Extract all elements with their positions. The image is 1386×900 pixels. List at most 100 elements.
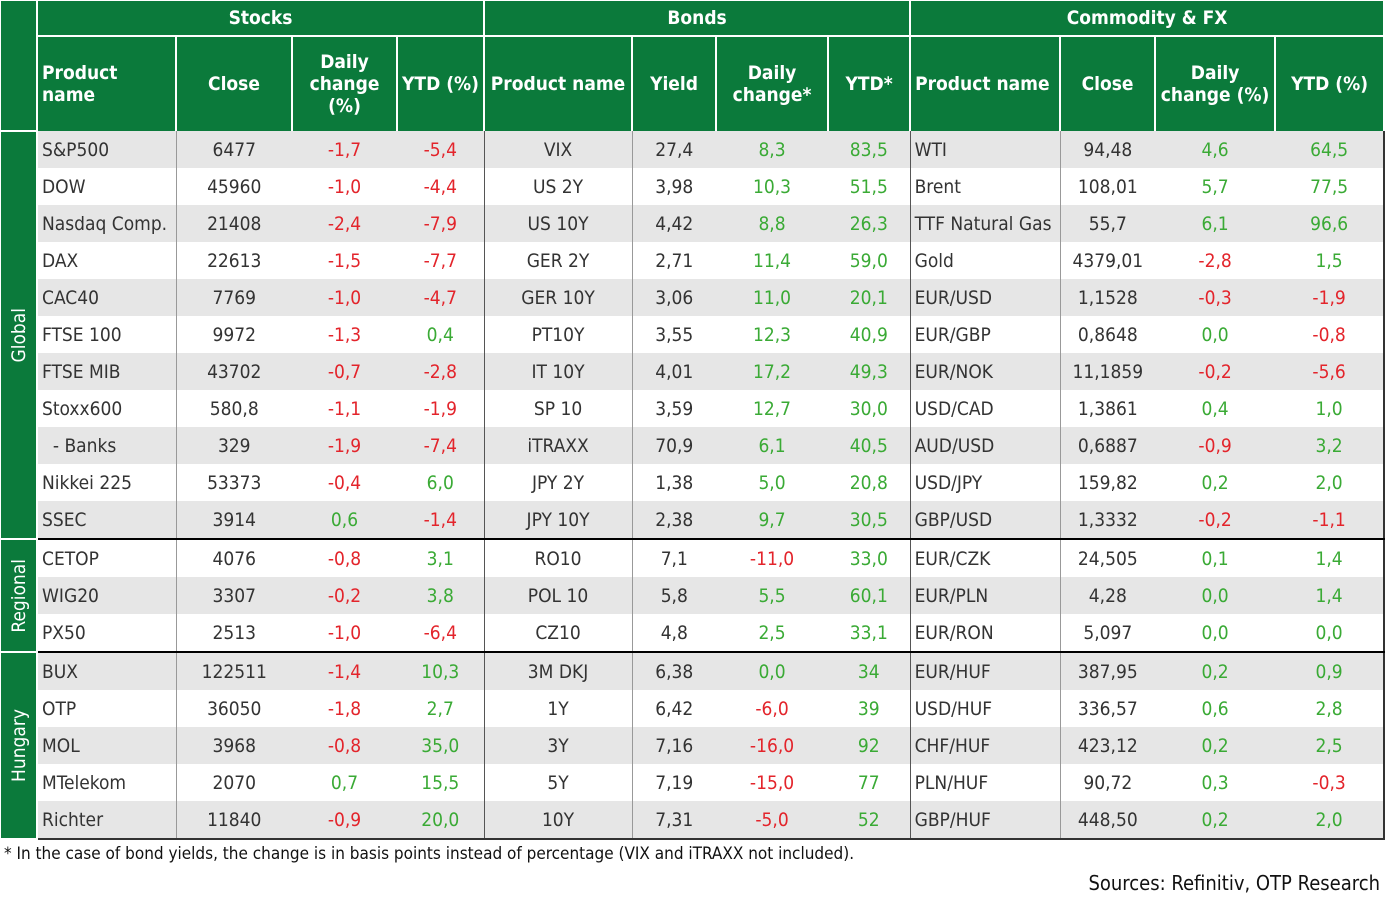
cell: FTSE MIB [37,353,177,390]
cell: -1,0 [327,175,362,198]
cell: 1,0 [1275,390,1385,427]
cell: FTSE 100 [37,316,177,353]
table-row: FTSE 100 9972 -1,3 0,4 PT10Y 3,55 12,3 40,9 EUR/… [1,316,1385,353]
cell: GER 10Y [484,279,633,316]
cell: -0,2 [292,577,397,614]
cell: -1,7 [292,131,397,168]
group-header: Commodity & FX [910,1,1386,37]
cell: 3Y [484,727,633,764]
cell: 45960 [207,175,262,198]
section-label-text: Regional [7,558,30,633]
table-row: DOW 45960 -1,0 -4,4 US 2Y 3,98 10,3 51,5 Brent 10… [1,168,1385,205]
table-row: PX50 2513 -1,0 -6,4 CZ10 4,8 2,5 33,1 EUR/RON 5,0… [1,614,1385,652]
cell: 0,0 [1275,614,1385,652]
column-header: Yield [632,36,718,131]
cell: USD/JPY [910,464,1061,501]
cell: 9972 [212,323,257,346]
section-label: Hungary [1,652,38,840]
cell: -0,4 [327,471,362,494]
cell: 35,0 [397,727,485,764]
cell: -7,7 [397,242,485,279]
column-header: Daily change (%) [292,36,398,131]
cell: 387,95 [1060,651,1156,690]
cell: 0,0 [1155,577,1276,614]
cell: 0,4 [397,316,485,353]
column-header: YTD (%) [1275,36,1386,131]
market-table: Stocks Bonds Commodity & FX Product name Clo… [1,1,1386,840]
cell: 59,0 [828,242,911,279]
cell: CETOP [37,538,177,577]
cell: 5,097 [1083,621,1133,644]
cell: 0,2 [1155,801,1276,839]
cell: 4,28 [1060,577,1156,614]
cell: 7,1 [632,538,717,577]
cell: -0,2 [1155,501,1276,539]
cell: EUR/GBP [910,316,1061,353]
cell: 423,12 [1060,727,1156,764]
cell: USD/CAD [910,390,1061,427]
cell: 4,8 [660,621,688,644]
cell: 6,42 [655,697,694,720]
cell: Nikkei 225 [37,464,177,501]
cell: -0,8 [292,727,397,764]
cell: 64,5 [1275,131,1385,168]
cell: -6,0 [755,697,789,720]
cell: 36050 [207,697,262,720]
cell: -1,1 [327,397,362,420]
cell: 2,0 [1275,801,1385,839]
cell: 4,01 [632,353,717,390]
cell: 9,7 [716,501,829,539]
table-row: MOL 3968 -0,8 35,0 3Y 7,16 -16,0 92 CHF/HUF 423,1… [1,727,1385,764]
cell: EUR/RON [910,614,1061,652]
cell: -0,9 [292,801,397,839]
cell: WTI [910,131,1061,168]
cell: 3,2 [1275,427,1385,464]
column-header: Product name [910,36,1062,131]
cell: -4,7 [397,279,485,316]
cell: 60,1 [828,577,911,614]
table-row: Global S&P500 6477 -1,7 -5,4 VIX 27,4 8,3 83,5 WT… [1,131,1385,540]
footnote: * In the case of bond yields, the change… [4,844,855,864]
cell: -5,0 [716,801,829,839]
cell: 3,8 [397,577,485,614]
cell: 24,505 [1060,538,1156,577]
cell: 2,38 [632,501,717,539]
cell: POL 10 [484,577,633,614]
cell: 6,1 [716,427,829,464]
cell: IT 10Y [484,353,633,390]
cell: 329 [176,427,292,464]
column-header: YTD (%) [397,36,486,131]
cell: 8,3 [716,131,829,168]
cell: 0,2 [1201,471,1229,494]
cell: EUR/HUF [910,651,1061,690]
cell: 7,31 [632,801,717,839]
cell: 3,98 [655,175,694,198]
cell: -0,8 [1275,316,1385,353]
header-row: Stocks Bonds Commodity & FX [1,1,1386,132]
cell: PLN/HUF [910,764,1061,801]
cell: 11,0 [716,279,829,316]
cell: 5Y [484,764,633,801]
cell: 1,5 [1275,242,1385,279]
cell: 6477 [176,131,292,168]
cell: -4,4 [397,168,485,205]
cell: 70,9 [632,427,717,464]
cell: -6,4 [397,614,485,652]
cell: JPY 2Y [484,464,633,501]
cell: 94,48 [1060,131,1156,168]
cell: 4076 [176,538,292,577]
cell: -1,0 [292,279,397,316]
cell: 2513 [212,621,257,644]
cell: 10,3 [753,175,792,198]
cell: 3968 [176,727,292,764]
cell: -1,9 [397,390,485,427]
cell: 3,55 [655,323,694,346]
group-header: Bonds [484,1,912,37]
cell: -0,3 [1155,279,1276,316]
cell: 0,9 [1275,651,1385,690]
cell: 27,4 [632,131,717,168]
cell: EUR/PLN [910,577,1061,614]
cell: 3,1 [397,538,485,577]
cell: -1,1 [1275,501,1385,539]
cell: S&P500 [37,131,177,168]
